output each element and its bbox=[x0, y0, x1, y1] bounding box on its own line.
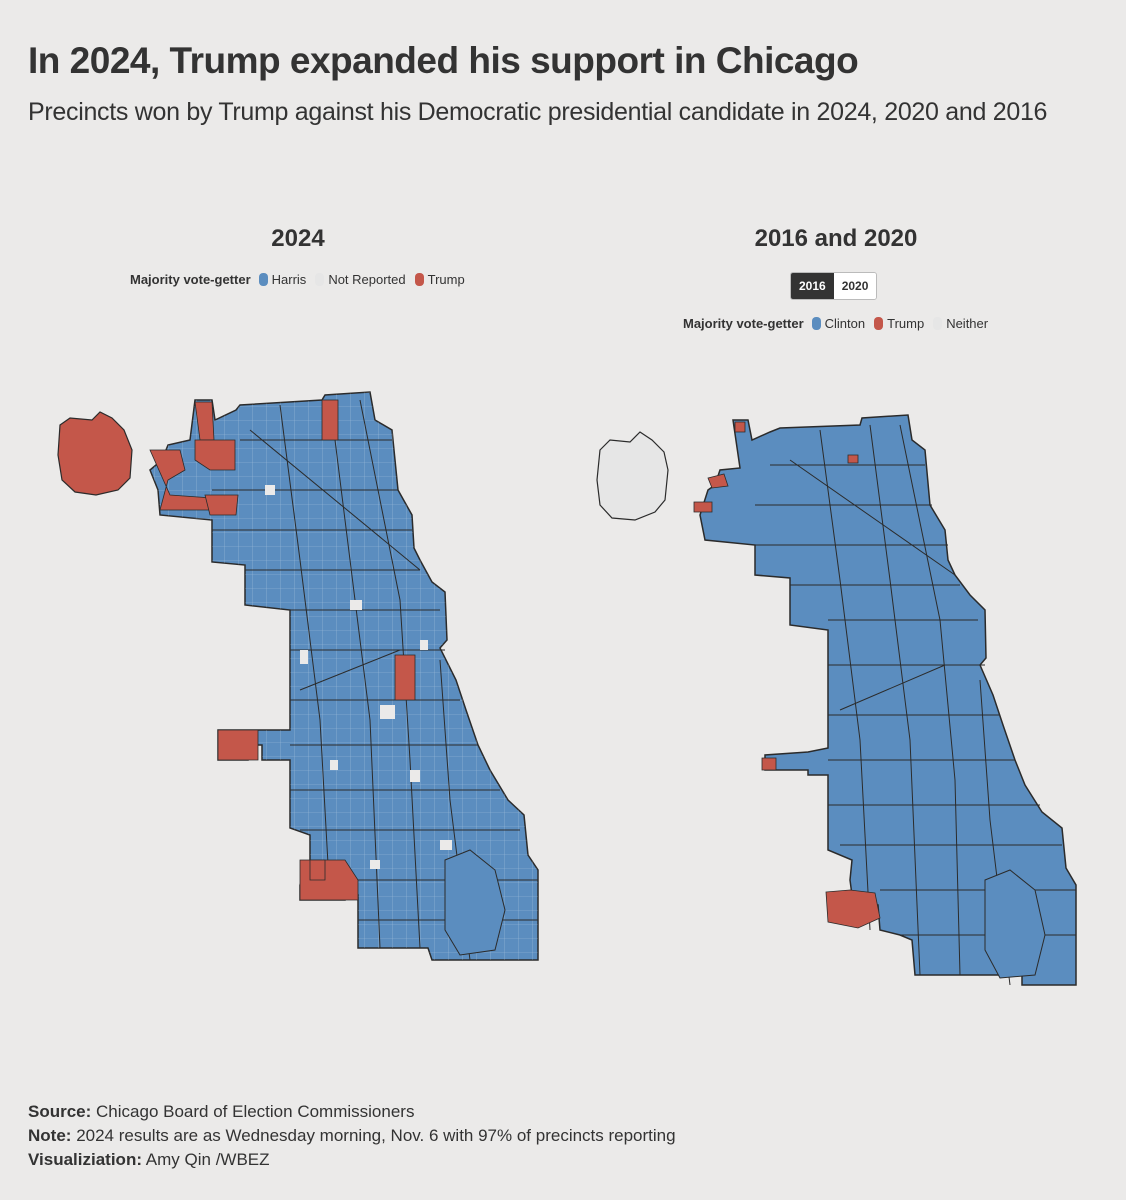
right-legend-title: Majority vote-getter bbox=[683, 316, 804, 331]
toggle-2016[interactable]: 2016 bbox=[791, 273, 834, 299]
neither-swatch bbox=[933, 317, 943, 330]
harris-swatch bbox=[258, 273, 268, 286]
ohare-area-2024 bbox=[57, 411, 133, 496]
legend-item-neither: Neither bbox=[933, 316, 988, 331]
toggle-2020[interactable]: 2020 bbox=[833, 273, 877, 299]
right-panel-title: 2016 and 2020 bbox=[754, 225, 918, 252]
left-legend-title: Majority vote-getter bbox=[130, 272, 251, 287]
year-toggle[interactable]: 2016 2020 bbox=[790, 272, 878, 300]
not-reported-precincts-2024 bbox=[265, 485, 452, 869]
left-panel-title: 2024 bbox=[271, 225, 325, 252]
left-legend: Majority vote-getter Harris Not Reported… bbox=[130, 272, 474, 287]
footer: Source: Chicago Board of Election Commis… bbox=[28, 1100, 676, 1172]
note-line: Note: 2024 results are as Wednesday morn… bbox=[28, 1126, 676, 1145]
clinton-swatch bbox=[811, 317, 821, 330]
legend-item-trump-right: Trump bbox=[874, 316, 924, 331]
not-reported-swatch bbox=[315, 273, 325, 286]
legend-item-trump: Trump bbox=[414, 272, 465, 287]
viz-line: Visualiziation: Amy Qin /WBEZ bbox=[28, 1150, 270, 1169]
legend-item-clinton: Clinton bbox=[811, 316, 865, 331]
page-title: In 2024, Trump expanded his support in C… bbox=[28, 40, 859, 81]
source-line: Source: Chicago Board of Election Commis… bbox=[28, 1102, 415, 1121]
right-legend: Majority vote-getter Clinton Trump Neith… bbox=[683, 316, 997, 331]
trump-swatch-right bbox=[874, 317, 884, 330]
legend-item-not-reported: Not Reported bbox=[315, 272, 406, 287]
trump-precincts-2024 bbox=[149, 399, 416, 901]
legend-item-harris: Harris bbox=[258, 272, 306, 287]
trump-swatch bbox=[414, 273, 424, 286]
page-subtitle: Precincts won by Trump against his Democ… bbox=[28, 98, 1048, 126]
